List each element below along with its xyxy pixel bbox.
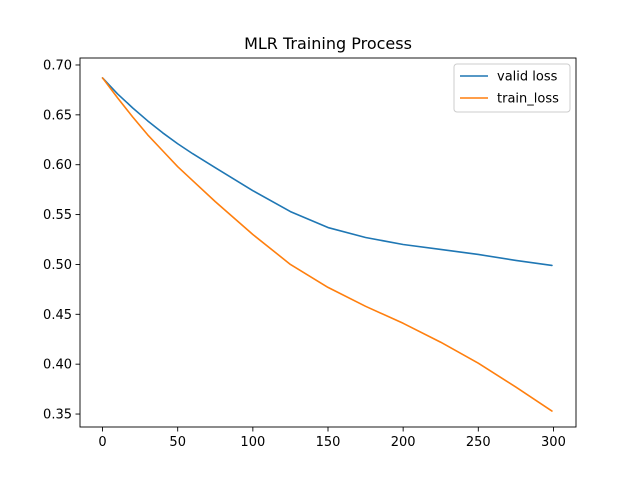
legend-label-2: train_loss xyxy=(497,92,559,107)
chart-title: MLR Training Process xyxy=(244,34,412,53)
y-tick-label: 0.70 xyxy=(43,58,72,73)
legend-label-1: valid loss xyxy=(497,70,558,85)
x-tick-label: 100 xyxy=(240,435,265,450)
x-tick-label: 300 xyxy=(541,435,566,450)
plot-area: 0 50 100 150 200 250 300 0.35 0.40 0.45 0.50 0.55 0.… xyxy=(43,57,577,450)
y-tick-label: 0.50 xyxy=(43,258,72,273)
y-tick-label: 0.60 xyxy=(43,158,72,173)
x-tick-label: 200 xyxy=(391,435,416,450)
y-tick-label: 0.55 xyxy=(43,208,72,223)
y-tick-label: 0.65 xyxy=(43,108,72,123)
series-line-2 xyxy=(101,77,553,412)
y-tick-label: 0.40 xyxy=(43,358,72,373)
x-tick-label: 0 xyxy=(98,435,106,450)
y-tick-label: 0.45 xyxy=(43,308,72,323)
x-tick-label: 250 xyxy=(466,435,491,450)
series-line-1 xyxy=(101,77,553,267)
y-tick-label: 0.35 xyxy=(43,408,72,423)
x-tick-label: 150 xyxy=(316,435,341,450)
x-tick-label: 50 xyxy=(169,435,186,450)
